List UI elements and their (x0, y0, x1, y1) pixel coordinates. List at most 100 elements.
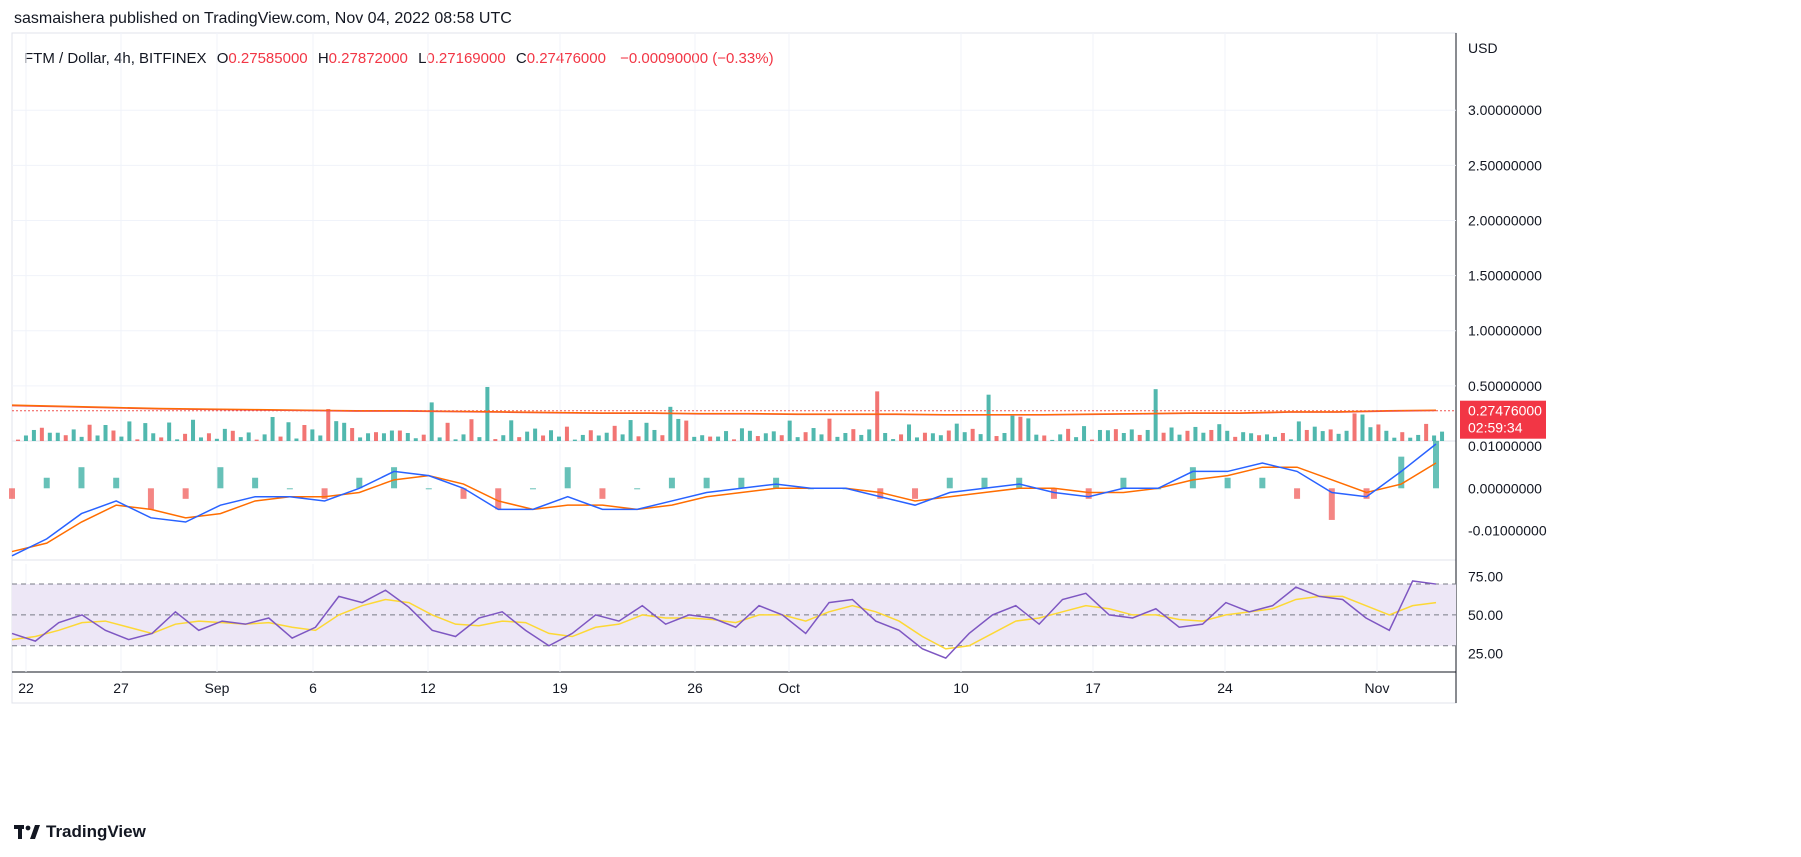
volume-bar (191, 419, 196, 441)
volume-bar (851, 429, 856, 441)
macd-histogram-bar (495, 488, 502, 510)
tradingview-brand[interactable]: TradingView (14, 822, 146, 842)
symbol-title: FTM / Dollar, 4h, BITFINEX (24, 50, 207, 67)
volume-bar (604, 432, 609, 441)
x-tick-label: 6 (309, 680, 317, 696)
volume-bar (79, 436, 84, 441)
volume-bar (1193, 426, 1198, 441)
macd-tick-label: 0.00000000 (1468, 480, 1542, 496)
volume-bar (1201, 432, 1206, 441)
volume-bar (986, 394, 991, 441)
close-value: 0.27476000 (526, 50, 606, 67)
volume-bar (1145, 429, 1150, 441)
volume-bar (938, 435, 943, 441)
volume-bar (159, 437, 164, 441)
volume-bar (294, 438, 299, 441)
volume-bar (1121, 433, 1126, 441)
volume-bar (517, 437, 522, 441)
x-tick-label: Nov (1365, 680, 1390, 696)
brand-label: TradingView (46, 822, 146, 841)
macd-histogram-bar (1050, 488, 1057, 499)
ma-line (11, 404, 1437, 416)
volume-bar (429, 402, 434, 441)
volume-bar (1352, 413, 1357, 441)
y-tick-label: 0.50000000 (1468, 378, 1542, 394)
volume-bar (143, 423, 148, 441)
volume-bar (1400, 432, 1405, 441)
volume-bar (795, 437, 800, 441)
volume-bar (453, 439, 458, 441)
volume-bar (1002, 433, 1007, 441)
volume-bar (700, 435, 705, 441)
macd-histogram-bar (1224, 477, 1231, 489)
macd-histogram-bar (529, 488, 536, 490)
volume-bar (628, 420, 633, 441)
macd-histogram-bar (738, 477, 745, 489)
volume-bar (1336, 433, 1341, 441)
macd-histogram-bar (946, 477, 953, 489)
price-axis: USD 3.00000000 2.50000000 2.00000000 1.50000… (1460, 40, 1547, 661)
x-tick-label: 12 (420, 680, 436, 696)
macd-histogram-bar (634, 488, 641, 490)
volume-bar (214, 438, 219, 441)
macd-histogram-bar (425, 488, 432, 490)
volume-bar (71, 429, 76, 441)
macd-histogram-bar (1259, 477, 1266, 489)
volume-bar (835, 436, 840, 441)
volume-bar (222, 428, 227, 441)
volume-bar (1304, 429, 1309, 441)
volume-bar (644, 422, 649, 441)
volume-bar (389, 430, 394, 441)
volume-bar (1392, 437, 1397, 441)
rsi-tick-label: 75.00 (1468, 568, 1503, 584)
volume-bar (580, 434, 585, 441)
volume-bar (779, 435, 784, 441)
high-label: H (317, 50, 329, 67)
volume-bar (962, 432, 967, 441)
volume-bar (708, 436, 713, 441)
macd-histogram-bar (668, 477, 675, 489)
volume-bar (1113, 429, 1118, 441)
change-value: −0.00090000 (−0.33%) (620, 50, 774, 67)
volume-bar (501, 435, 506, 441)
macd-histogram-bar (703, 477, 710, 489)
volume-bar (636, 436, 641, 441)
volume-bar (1384, 430, 1389, 441)
volume-bar (1296, 421, 1301, 441)
volume-bar (1066, 428, 1071, 441)
volume-bar (16, 439, 20, 441)
y-tick-label: 1.50000000 (1468, 268, 1542, 284)
volume-bar (676, 418, 681, 441)
volume-bar (1129, 429, 1134, 441)
volume-bar (175, 439, 180, 441)
macd-histogram-bar (43, 477, 50, 489)
volume-bar (1344, 430, 1349, 441)
macd-histogram-bar (252, 477, 259, 489)
x-tick-label: 17 (1085, 680, 1101, 696)
volume-bar (135, 439, 140, 441)
x-tick-label: 26 (687, 680, 703, 696)
macd-histogram-bar (321, 488, 328, 499)
macd-histogram-bar (217, 467, 224, 489)
volume-bar (755, 436, 760, 441)
volume-bar (1328, 429, 1333, 441)
volume-bar (771, 431, 776, 441)
volume-bar (342, 422, 347, 441)
y-tick-label: 2.00000000 (1468, 212, 1542, 228)
x-tick-label: 24 (1217, 680, 1233, 696)
volume-bar (875, 391, 880, 441)
macd-histogram-bar (564, 467, 571, 489)
volume-bar (286, 422, 291, 441)
volume-bar (1082, 426, 1087, 441)
volume-bar (366, 433, 371, 441)
volume-bar (334, 421, 339, 441)
volume-bar (692, 436, 697, 441)
volume-bar (843, 433, 848, 441)
volume-bar (1257, 435, 1262, 441)
volume-bar (1209, 429, 1214, 441)
x-tick-label: 19 (552, 680, 568, 696)
volume-bar (1153, 389, 1158, 441)
volume-bar (1288, 439, 1293, 441)
macd-pane (9, 440, 1439, 557)
